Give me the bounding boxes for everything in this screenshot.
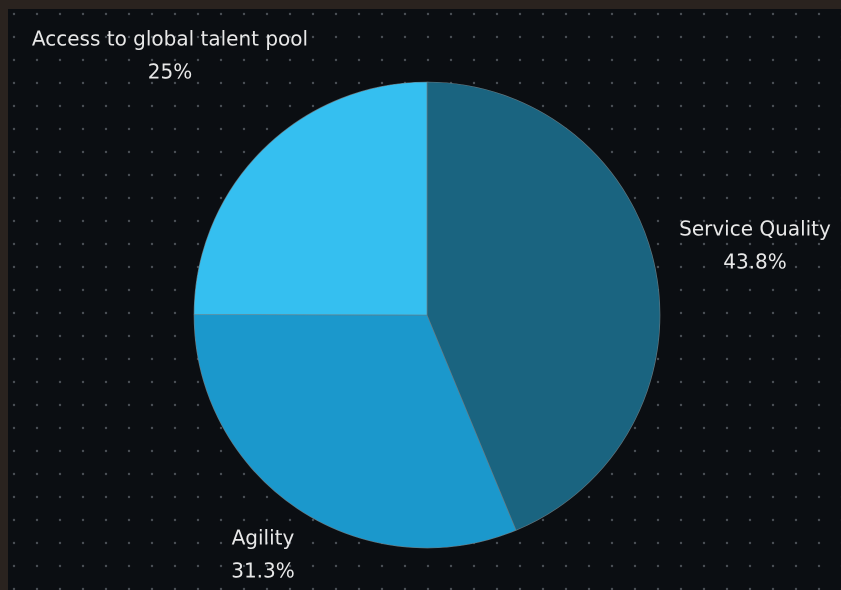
slice-label: Service Quality [679,217,831,241]
slice-value: 31.3% [231,559,295,583]
pie-slice [426,81,661,531]
pie-slice [193,81,428,316]
slice-value: 43.8% [723,250,787,274]
slice-value: 25% [148,60,192,84]
pie-slice [193,314,517,549]
slice-label: Access to global talent pool [32,27,308,51]
slice-label: Agility [232,526,295,550]
